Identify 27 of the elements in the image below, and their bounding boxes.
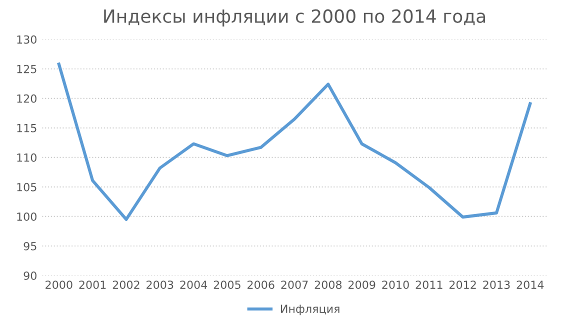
x-tick-label: 2011 [416,280,442,289]
x-tick-label: 2007 [281,280,308,289]
x-tick-label: 2003 [146,280,174,289]
y-tick-label: 105 [17,182,36,192]
y-tick-label: 110 [17,153,36,162]
y-tick-label: 130 [17,35,36,44]
x-tick-label: 2001 [79,280,106,289]
legend-label: Инфляция [281,304,340,316]
y-tick-label: 100 [17,212,36,221]
y-tick-label: 90 [24,271,36,280]
x-tick-label: 2008 [314,280,342,289]
x-tick-label: 2006 [248,280,274,289]
x-tick-label: 2010 [382,280,409,289]
x-tick-label: 2014 [516,280,544,289]
x-tick-label: 2013 [483,280,510,289]
x-tick-label: 2004 [180,280,208,289]
x-tick-label: 2005 [214,280,240,289]
y-tick-label: 115 [17,124,36,132]
chart-title: Индексы инфляции с 2000 по 2014 года [104,9,486,26]
x-tick-label: 2009 [348,280,376,289]
y-tick-label: 120 [17,94,36,103]
y-tick-label: 95 [24,242,36,250]
x-tick-label: 2002 [112,280,140,289]
x-tick-label: 2000 [46,280,72,289]
y-tick-label: 125 [17,64,36,74]
line-series [57,62,532,221]
x-tick-label: 2012 [450,280,476,289]
